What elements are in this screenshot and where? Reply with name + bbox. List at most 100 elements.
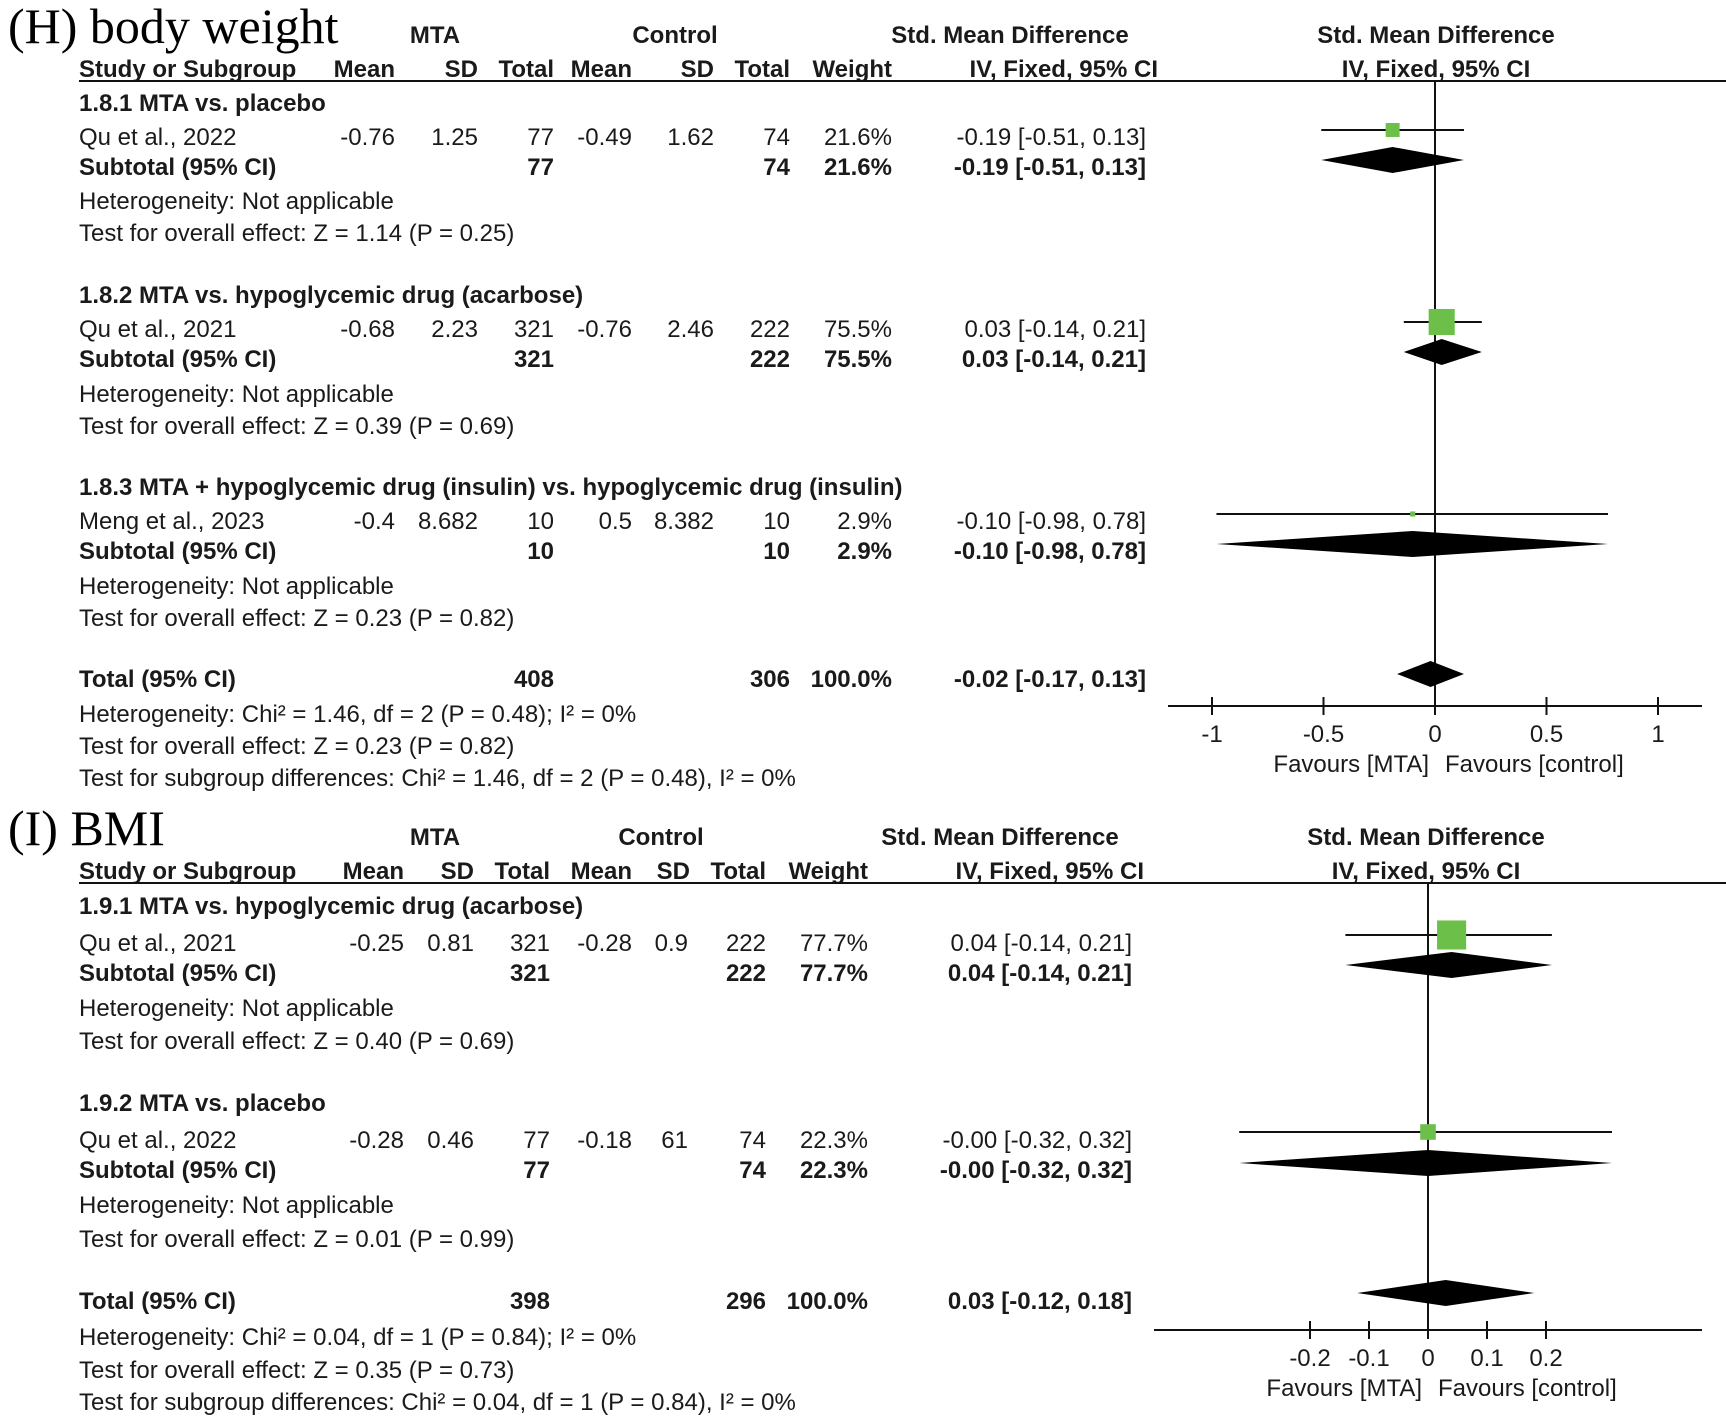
cell-mta-mean: -0.25 xyxy=(349,930,404,957)
subtotal-control-total: 222 xyxy=(749,346,790,373)
cell-ci: 0.03 [-0.14, 0.21] xyxy=(964,316,1146,343)
x-axis-tick-label: 0.2 xyxy=(1529,1345,1562,1372)
cell-mta-total: 77 xyxy=(523,1127,550,1154)
cell-control-mean: -0.28 xyxy=(577,930,632,957)
group-header-smd: Std. Mean Difference xyxy=(881,824,1119,851)
total-mta: 398 xyxy=(509,1288,550,1315)
favours-left-label: Favours [MTA] xyxy=(1273,751,1429,778)
cell-control-sd: 0.9 xyxy=(654,930,688,957)
column-header-total: Total xyxy=(498,56,554,83)
cell-mta-total: 77 xyxy=(527,124,554,151)
x-axis-tick-label: -0.5 xyxy=(1303,721,1344,748)
cell-mta-sd: 8.682 xyxy=(417,508,478,535)
group-header-plot: Std. Mean Difference xyxy=(1307,824,1545,851)
study-name: Qu et al., 2022 xyxy=(79,124,237,151)
subtotal-diamond xyxy=(1403,339,1482,365)
panel-title: (H) body weight xyxy=(8,0,339,54)
cell-ci: 0.04 [-0.14, 0.21] xyxy=(950,930,1132,957)
column-header-sd: SD xyxy=(680,56,714,83)
x-axis-tick-label: 0 xyxy=(1421,1345,1434,1372)
subtotal-control-total: 222 xyxy=(725,960,766,987)
group-header-mta: MTA xyxy=(409,22,461,49)
group-header-smd: Std. Mean Difference xyxy=(891,22,1129,49)
group-header-mta: MTA xyxy=(409,824,461,851)
column-header-plot-ci: IV, Fixed, 95% CI xyxy=(1331,858,1521,885)
footer-overall-effect: Test for overall effect: Z = 0.23 (P = 0… xyxy=(79,733,515,760)
cell-ci: -0.10 [-0.98, 0.78] xyxy=(956,508,1146,535)
cell-control-mean: -0.76 xyxy=(577,316,632,343)
cell-control-sd: 61 xyxy=(661,1127,688,1154)
column-header-study: Study or Subgroup xyxy=(79,56,297,83)
subtotal-label: Subtotal (95% CI) xyxy=(79,538,277,565)
subgroup-title: 1.8.1 MTA vs. placebo xyxy=(79,90,326,117)
cell-control-total: 74 xyxy=(739,1127,766,1154)
cell-ci: -0.19 [-0.51, 0.13] xyxy=(956,124,1146,151)
subtotal-label: Subtotal (95% CI) xyxy=(79,154,277,181)
total-weight: 100.0% xyxy=(786,1288,868,1315)
subtotal-control-total: 74 xyxy=(739,1157,766,1184)
cell-mta-mean: -0.28 xyxy=(349,1127,404,1154)
total-control: 296 xyxy=(725,1288,766,1315)
study-effect-marker xyxy=(1428,308,1455,336)
heterogeneity-text: Heterogeneity: Not applicable xyxy=(79,381,394,408)
forest-plot-bmi: (I) BMI MTA Control Std. Mean Difference… xyxy=(0,800,1726,1423)
overall-effect-text: Test for overall effect: Z = 0.39 (P = 0… xyxy=(79,413,515,440)
total-weight: 100.0% xyxy=(810,666,892,693)
heterogeneity-text: Heterogeneity: Not applicable xyxy=(79,1192,394,1219)
study-effect-marker xyxy=(1420,1124,1436,1140)
column-header-mean: Mean xyxy=(570,56,632,83)
column-header-mean: Mean xyxy=(342,858,404,885)
header-rule xyxy=(79,80,1726,82)
study-name: Meng et al., 2023 xyxy=(79,508,265,535)
subtotal-control-total: 74 xyxy=(763,154,790,181)
favours-right-label: Favours [control] xyxy=(1445,751,1624,778)
cell-weight: 2.9% xyxy=(837,508,892,535)
cell-ci: -0.00 [-0.32, 0.32] xyxy=(942,1127,1132,1154)
forest-plot-area: -1 -0.5 0 0.5 1 Favours [MTA] Favours [control… xyxy=(1168,81,1702,778)
subtotal-diamond xyxy=(1321,147,1464,173)
overall-effect-text: Test for overall effect: Z = 0.40 (P = 0… xyxy=(79,1028,515,1055)
footer-heterogeneity: Heterogeneity: Chi² = 0.04, df = 1 (P = … xyxy=(79,1324,637,1351)
overall-effect-text: Test for overall effect: Z = 0.01 (P = 0… xyxy=(79,1226,515,1253)
subtotal-ci: -0.00 [-0.32, 0.32] xyxy=(939,1157,1132,1184)
subtotal-ci: 0.03 [-0.14, 0.21] xyxy=(961,346,1146,373)
x-axis-tick-label: 0 xyxy=(1428,721,1441,748)
total-mta: 408 xyxy=(513,666,554,693)
subtotal-weight: 21.6% xyxy=(823,154,892,181)
cell-control-total: 74 xyxy=(763,124,790,151)
heterogeneity-text: Heterogeneity: Not applicable xyxy=(79,188,394,215)
study-name: Qu et al., 2021 xyxy=(79,316,237,343)
cell-control-total: 222 xyxy=(725,930,766,957)
subgroup-title: 1.9.1 MTA vs. hypoglycemic drug (acarbos… xyxy=(79,893,584,920)
subtotal-mta-total: 321 xyxy=(513,346,554,373)
x-axis-tick-label: 0.5 xyxy=(1530,721,1563,748)
group-header-plot: Std. Mean Difference xyxy=(1317,22,1555,49)
cell-control-sd: 8.382 xyxy=(653,508,714,535)
cell-control-sd: 1.62 xyxy=(667,124,714,151)
panel-title: (I) BMI xyxy=(8,800,165,856)
cell-mta-total: 321 xyxy=(513,316,554,343)
x-axis-tick-label: -0.2 xyxy=(1289,1345,1330,1372)
overall-effect-text: Test for overall effect: Z = 0.23 (P = 0… xyxy=(79,605,515,632)
cell-control-mean: -0.49 xyxy=(577,124,632,151)
study-effect-marker xyxy=(1410,511,1416,517)
total-ci: -0.02 [-0.17, 0.13] xyxy=(953,666,1146,693)
cell-weight: 21.6% xyxy=(823,124,892,151)
subtotal-ci: -0.19 [-0.51, 0.13] xyxy=(953,154,1146,181)
cell-control-mean: 0.5 xyxy=(598,508,632,535)
cell-weight: 22.3% xyxy=(799,1127,868,1154)
subtotal-label: Subtotal (95% CI) xyxy=(79,346,277,373)
column-header-mean: Mean xyxy=(333,56,395,83)
column-header-total: Total xyxy=(494,858,550,885)
subtotal-weight: 2.9% xyxy=(837,538,892,565)
study-effect-marker xyxy=(1437,920,1467,950)
group-header-control: Control xyxy=(618,824,704,851)
favours-left-label: Favours [MTA] xyxy=(1266,1375,1422,1402)
total-diamond xyxy=(1357,1280,1535,1306)
cell-control-mean: -0.18 xyxy=(577,1127,632,1154)
footer-subgroup-differences: Test for subgroup differences: Chi² = 1.… xyxy=(79,765,796,792)
subtotal-mta-total: 321 xyxy=(509,960,550,987)
footer-subgroup-differences: Test for subgroup differences: Chi² = 0.… xyxy=(79,1389,796,1416)
footer-heterogeneity: Heterogeneity: Chi² = 1.46, df = 2 (P = … xyxy=(79,701,637,728)
total-label: Total (95% CI) xyxy=(79,666,236,693)
